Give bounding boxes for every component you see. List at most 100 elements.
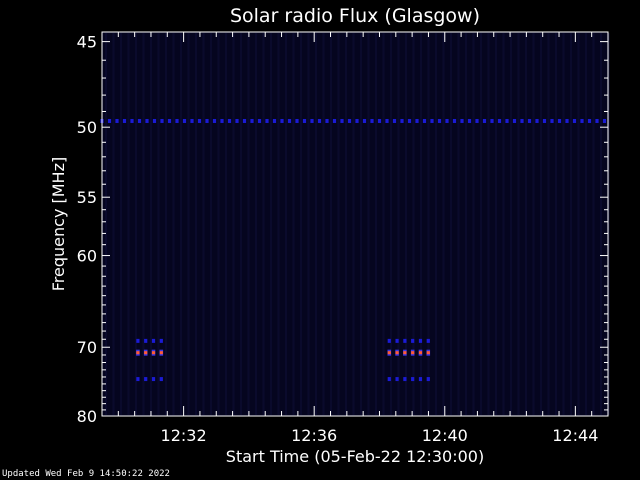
burst-pixel (115, 118, 119, 123)
burst-pixel (160, 118, 164, 123)
burst-pixel (167, 118, 172, 123)
burst-pixel (332, 118, 337, 123)
background-stripe (180, 33, 182, 415)
burst-pixel (227, 118, 232, 123)
burst-pixel (235, 118, 239, 123)
background-stripe (150, 33, 152, 415)
x-axis-label: Start Time (05-Feb-22 12:30:00) (226, 447, 484, 466)
background-stripe (465, 33, 467, 415)
burst-pixel (411, 338, 415, 343)
background-stripe (457, 33, 460, 415)
x-axis: 12:32 12:36 12:40 12:44 (117, 32, 598, 445)
burst-pixel (411, 377, 415, 382)
background-stripe (532, 33, 535, 415)
background-stripe (330, 33, 332, 415)
burst-pixel (325, 118, 329, 123)
burst-pixel (505, 118, 509, 123)
background-stripe (187, 33, 190, 415)
burst-pixel (137, 118, 142, 123)
burst-pixel (387, 377, 391, 382)
burst-pixel (400, 118, 404, 123)
burst-pixel (565, 118, 569, 123)
burst-pixel (151, 338, 156, 343)
burst-pixel (205, 118, 209, 123)
background-stripe (217, 33, 220, 415)
burst-pixel (403, 377, 407, 382)
burst-pixel (159, 338, 163, 343)
background-stripe (547, 33, 550, 415)
burst-band (387, 377, 430, 382)
burst-pixel (497, 118, 502, 123)
background-stripe (472, 33, 475, 415)
burst-pixel (144, 338, 148, 343)
burst-pixel (482, 118, 487, 123)
burst-band (136, 349, 164, 356)
burst-band (387, 349, 431, 356)
y-tick-label: 80 (77, 407, 97, 426)
burst-pixel (387, 351, 391, 355)
background-stripe (127, 33, 130, 415)
burst-pixel (415, 118, 419, 123)
background-stripe (135, 33, 137, 415)
background-stripe (427, 33, 430, 415)
background-stripe (382, 33, 385, 415)
burst-pixel (287, 118, 292, 123)
burst-pixel (445, 118, 449, 123)
background-stripe (307, 33, 310, 415)
burst-pixel (542, 118, 547, 123)
burst-pixel (272, 118, 277, 123)
background-stripe (112, 33, 115, 415)
burst-pixel (122, 118, 127, 123)
background-stripe (165, 33, 167, 415)
burst-pixel (212, 118, 217, 123)
background-stripe (502, 33, 505, 415)
burst-pixel (182, 118, 187, 123)
background-stripe (232, 33, 235, 415)
background-channel-stripes (105, 33, 610, 415)
background-stripe (345, 33, 347, 415)
burst-pixel (159, 377, 163, 382)
background-stripe (292, 33, 295, 415)
background-stripe (450, 33, 452, 415)
burst-pixel (422, 118, 427, 123)
burst-pixel (302, 118, 307, 123)
background-stripe (562, 33, 565, 415)
background-stripe (592, 33, 595, 415)
background-stripe (240, 33, 242, 415)
burst-pixel (437, 118, 442, 123)
burst-pixel (392, 118, 397, 123)
burst-pixel (242, 118, 247, 123)
background-stripe (225, 33, 227, 415)
burst-pixel (467, 118, 472, 123)
burst-pixel (159, 351, 163, 355)
burst-pixel (136, 377, 140, 382)
burst-pixel (151, 351, 156, 355)
burst-pixel (385, 118, 389, 123)
burst-pixel (317, 118, 322, 123)
burst-pixel (535, 118, 539, 123)
background-stripe (247, 33, 250, 415)
x-tick-label: 12:36 (291, 426, 337, 445)
background-stripe (300, 33, 302, 415)
background-stripe (442, 33, 445, 415)
burst-pixel (362, 118, 367, 123)
burst-pixel (475, 118, 479, 123)
background-stripe (195, 33, 197, 415)
y-tick-label: 50 (77, 118, 97, 137)
burst-pixel (190, 118, 194, 123)
background-stripe (337, 33, 340, 415)
burst-pixel (136, 351, 140, 355)
x-tick-label: 12:40 (422, 426, 468, 445)
burst-band (136, 338, 163, 343)
burst-pixel (550, 118, 554, 123)
background-stripe (277, 33, 280, 415)
burst-band (136, 377, 163, 382)
background-stripe (405, 33, 407, 415)
burst-pixel (595, 118, 599, 123)
background-stripe (172, 33, 175, 415)
burst-pixel (197, 118, 202, 123)
background-stripe (517, 33, 520, 415)
burst-pixel (250, 118, 254, 123)
background-stripe (285, 33, 287, 415)
background-stripe (210, 33, 212, 415)
